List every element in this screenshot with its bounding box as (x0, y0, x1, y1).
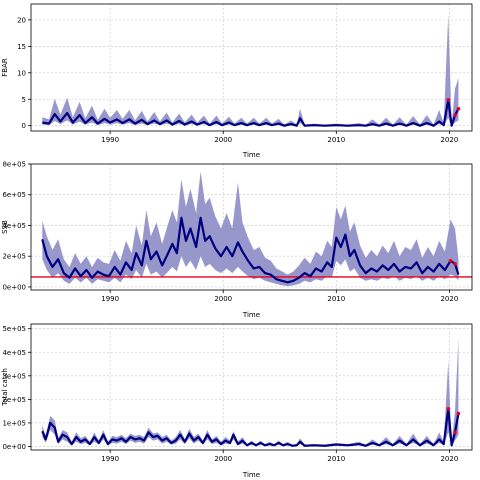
x-tick-label: 2000 (214, 136, 232, 144)
data-point (453, 430, 457, 435)
plot-frame (30, 163, 473, 291)
y-tick-label: 2e+05 (2, 253, 26, 261)
y-axis-title: SSB (1, 220, 9, 234)
median-line (42, 98, 460, 127)
data-point (446, 406, 451, 411)
x-tick-label: 2010 (327, 295, 345, 303)
y-tick-label: 4e+05 (2, 222, 26, 230)
y-tick-label: 8e+05 (2, 161, 26, 169)
x-tick-label: 1990 (101, 295, 119, 303)
y-tick-label: 5e+05 (2, 325, 26, 333)
data-point (456, 411, 461, 416)
panel-fbar: 1990 2000 2010 2020 0 5 10 15 20 Time FBAR (1, 3, 473, 159)
uncertainty-band (42, 171, 459, 287)
panel-catch: 1990 2000 2010 2020 0e+00 1e+05 2e+05 3e+05 4e+0… (1, 323, 473, 479)
y-tick-label: 2e+05 (2, 396, 26, 404)
y-tick-label: 10 (17, 69, 26, 77)
x-tick-label: 1990 (101, 136, 119, 144)
y-axis-title: Total catch (1, 368, 9, 407)
x-axis-title: Time (242, 311, 260, 319)
panel-ssb: 1990 2000 2010 2020 0e+00 2e+05 4e+05 6e+05 8e+0… (1, 161, 473, 319)
y-tick-label: 5 (22, 96, 26, 104)
data-point (453, 262, 457, 266)
x-tick-label: 2020 (440, 136, 458, 144)
x-tick-label: 2010 (327, 136, 345, 144)
plot-frame (30, 323, 473, 451)
x-axis-title: Time (242, 471, 260, 479)
y-tick-label: 20 (17, 16, 26, 24)
median-line (41, 216, 460, 284)
x-axis-title: Time (242, 151, 260, 159)
data-point (453, 113, 457, 117)
data-point (446, 97, 451, 102)
x-tick-label: 2000 (214, 295, 232, 303)
median-line (41, 407, 460, 447)
data-point (448, 259, 453, 263)
y-tick-label: 0 (22, 122, 26, 130)
uncertainty-band (42, 338, 459, 447)
y-tick-label: 6e+05 (2, 191, 26, 199)
y-tick-label: 15 (17, 43, 26, 51)
y-tick-label: 0e+00 (2, 283, 26, 291)
y-tick-label: 1e+05 (2, 419, 26, 427)
data-point (456, 106, 461, 111)
y-tick-label: 0e+00 (2, 443, 26, 451)
x-tick-label: 2020 (440, 295, 458, 303)
y-tick-label: 4e+05 (2, 349, 26, 357)
x-tick-label: 2010 (327, 455, 345, 463)
plot-frame (30, 3, 473, 132)
y-axis-title: FBAR (1, 58, 9, 77)
y-tick-label: 3e+05 (2, 372, 26, 380)
x-tick-label: 1990 (101, 455, 119, 463)
x-tick-label: 2000 (214, 455, 232, 463)
x-tick-label: 2020 (440, 455, 458, 463)
uncertainty-band (42, 14, 459, 126)
